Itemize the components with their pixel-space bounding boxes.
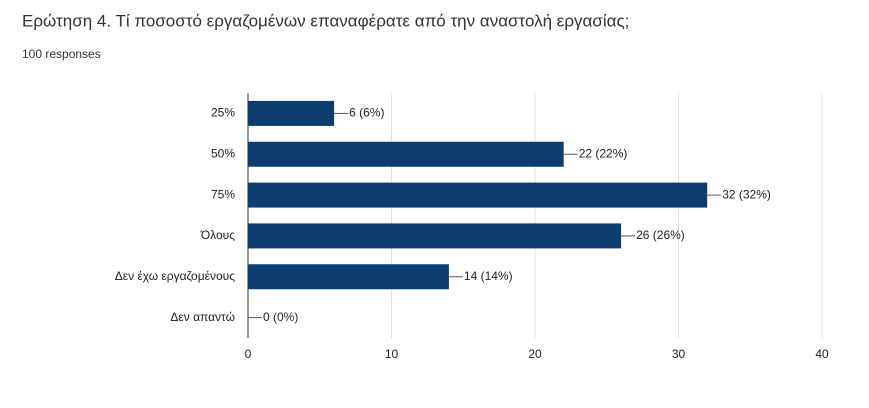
x-tick-label: 30 [672, 347, 686, 361]
y-tick-label: 25% [211, 106, 235, 120]
chart-title: Ερώτηση 4. Τί ποσοστό εργαζομένων επαναφ… [22, 11, 629, 30]
x-tick-label: 40 [815, 347, 829, 361]
data-label: 6 (6%) [349, 106, 384, 120]
y-tick-label: 50% [211, 146, 235, 160]
data-label: 26 (26%) [636, 228, 685, 242]
y-tick-label: Όλους [200, 228, 235, 242]
bar [248, 141, 564, 167]
x-tick-label: 10 [385, 347, 399, 361]
bar [248, 223, 622, 249]
bar [248, 100, 335, 126]
x-tick-label: 0 [245, 347, 252, 361]
x-tick-label: 20 [528, 347, 542, 361]
chart-subtitle: 100 responses [22, 47, 101, 61]
y-tick-label: Δεν απαντώ [170, 310, 235, 324]
y-tick-label: 75% [211, 187, 235, 201]
data-label: 32 (32%) [722, 187, 771, 201]
bar [248, 182, 708, 208]
data-label: 14 (14%) [464, 269, 513, 283]
data-label: 22 (22%) [579, 146, 628, 160]
bar [248, 264, 449, 290]
y-tick-label: Δεν έχω εργαζομένους [115, 269, 236, 283]
data-label: 0 (0%) [263, 310, 298, 324]
